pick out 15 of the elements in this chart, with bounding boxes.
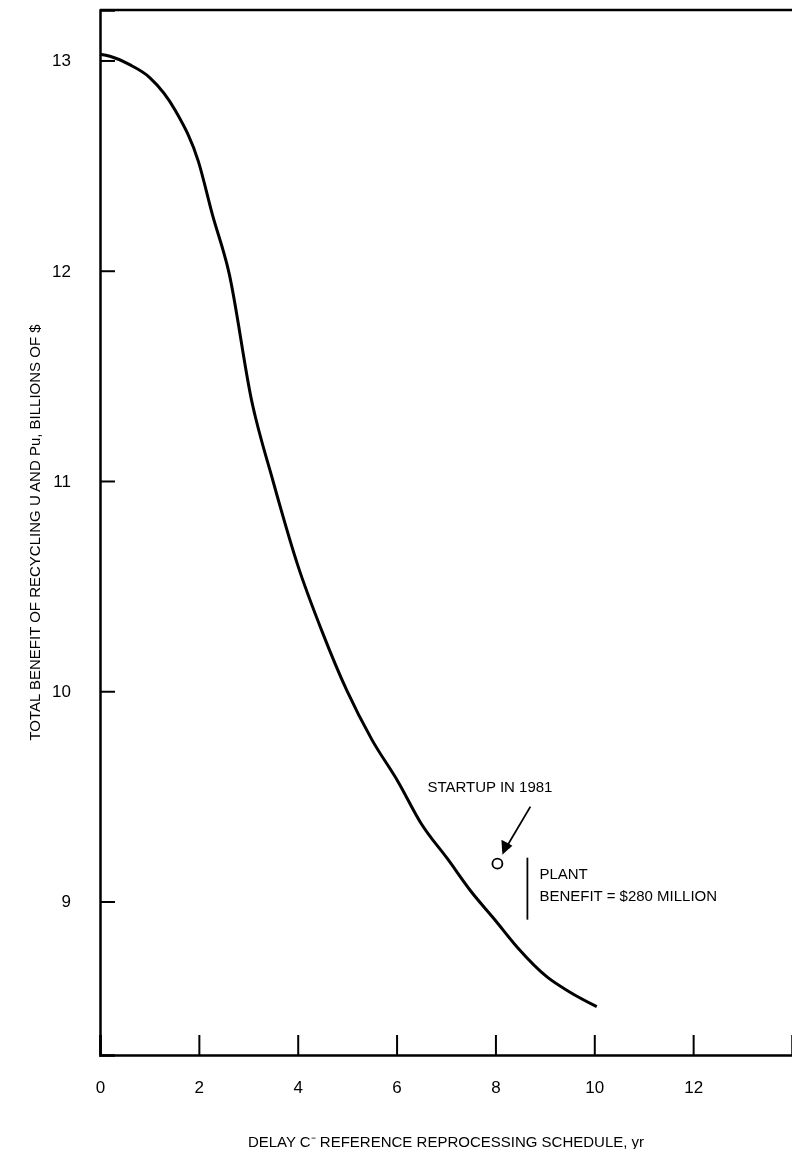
- y-tick-label: 9: [61, 892, 71, 912]
- y-tick-label: 10: [52, 682, 71, 702]
- annotation: STARTUP IN 1981: [427, 777, 553, 795]
- x-tick-label: 2: [194, 1078, 205, 1098]
- y-axis-title: TOTAL BENEFIT OF RECYCLING U AND Pu, BILLIONS OF $: [26, 323, 43, 741]
- y-tick-label: 12: [52, 261, 71, 281]
- y-tick-label: 11: [53, 471, 71, 491]
- x-tick-label: 12: [684, 1078, 704, 1098]
- x-tick-label: 0: [95, 1078, 106, 1098]
- y-tick-label: 13: [52, 51, 71, 71]
- x-tick-label: 8: [491, 1078, 501, 1098]
- x-tick-label: 6: [392, 1078, 402, 1098]
- annotation: PLANT BENEFIT = $280 MILLION: [539, 864, 718, 904]
- x-tick-label: 10: [585, 1078, 605, 1098]
- x-tick-label: 4: [293, 1078, 303, 1098]
